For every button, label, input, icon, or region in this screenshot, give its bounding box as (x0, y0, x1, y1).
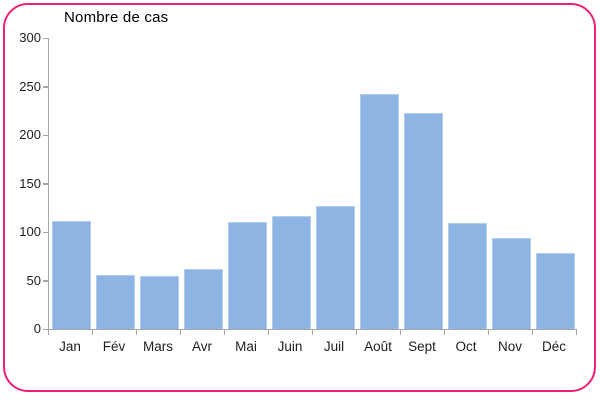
bar-slot-juil (313, 38, 357, 329)
y-tick-label-150: 150 (19, 175, 41, 191)
x-tick-mark (443, 330, 445, 335)
x-tick-mark (223, 330, 225, 335)
x-tick-label-déc: Déc (541, 339, 566, 354)
bar-slot-juin (269, 38, 313, 329)
y-tick-mark (43, 280, 48, 282)
bar-déc (535, 253, 575, 329)
x-tick-mark (179, 330, 181, 335)
rounded-pink-frame (3, 3, 596, 392)
x-tick-label-sept: Sept (408, 339, 436, 354)
x-tick-label-oct: Oct (455, 339, 477, 354)
chart-title: Nombre de cas (64, 9, 169, 26)
plot-area (48, 38, 577, 330)
x-tick-mark (47, 330, 49, 335)
bar-fév (95, 274, 135, 329)
x-tick-label-juin: Juin (277, 339, 303, 354)
x-tick-mark (267, 330, 269, 335)
bar-slot-nov (489, 38, 533, 329)
y-tick-label-300: 300 (19, 30, 41, 45)
bar-slot-jan (49, 38, 93, 329)
y-tick-mark (43, 37, 48, 39)
bar-juil (315, 205, 355, 329)
y-tick-mark (43, 86, 48, 88)
x-axis-labels: Jan Fév Mars Avr Mai Juin Juil Août Sept Oct Nov Dé… (48, 339, 576, 354)
x-tick-label-jan: Jan (59, 339, 81, 354)
y-tick-mark (43, 231, 48, 233)
bar-slot-mars (137, 38, 181, 329)
x-tick-label-avr: Avr (191, 339, 212, 354)
x-tick-mark (311, 330, 313, 335)
bar-jan (51, 221, 91, 329)
bar-slot-avr (181, 38, 225, 329)
x-tick-mark (91, 330, 93, 335)
bar-nov (491, 237, 531, 329)
x-tick-mark (399, 330, 401, 335)
x-tick-mark (355, 330, 357, 335)
bar-mai (227, 222, 267, 329)
bar-avr (183, 268, 223, 329)
y-tick-mark (43, 134, 48, 136)
bar-slot-fév (93, 38, 137, 329)
bar-mars (139, 275, 179, 329)
x-tick-label-juil: Juil (323, 339, 345, 354)
x-tick-mark (487, 330, 489, 335)
bar-août (359, 94, 399, 329)
bars-container (49, 38, 577, 329)
bar-slot-mai (225, 38, 269, 329)
y-tick-mark (43, 183, 48, 185)
x-tick-mark (135, 330, 137, 335)
x-tick-label-août: Août (364, 339, 392, 354)
y-tick-label-200: 200 (19, 127, 41, 142)
y-tick-label-100: 100 (19, 224, 41, 239)
bar-juin (271, 216, 311, 329)
bar-sept (403, 112, 443, 329)
x-tick-label-mai: Mai (235, 339, 257, 354)
x-tick-label-nov: Nov (497, 339, 522, 354)
bar-slot-déc (533, 38, 577, 329)
y-tick-label-0: 0 (33, 321, 41, 336)
x-tick-label-mars: Mars (143, 339, 173, 354)
bar-oct (447, 223, 487, 329)
x-tick-mark (531, 330, 533, 335)
y-tick-label-250: 250 (19, 78, 41, 94)
x-tick-mark (575, 330, 577, 335)
bar-slot-sept (401, 38, 445, 329)
y-tick-label-50: 50 (26, 272, 41, 288)
bar-slot-oct (445, 38, 489, 329)
bar-slot-août (357, 38, 401, 329)
x-tick-label-fév: Fév (102, 339, 126, 354)
y-tick-mark (43, 328, 48, 330)
